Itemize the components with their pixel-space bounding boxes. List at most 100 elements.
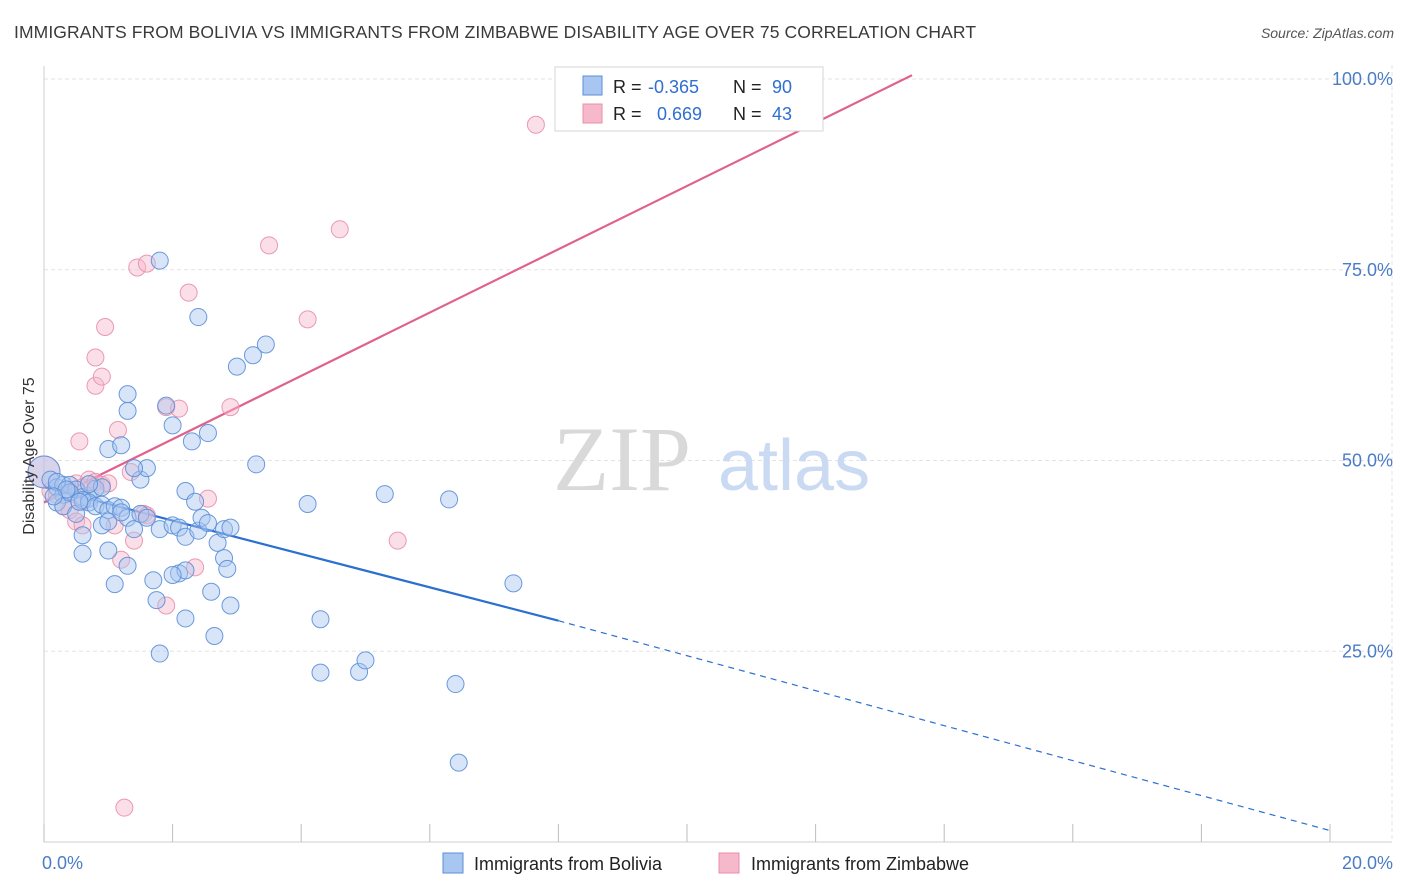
point-bolivia — [99, 512, 118, 531]
data-points — [27, 70, 780, 817]
point-bolivia — [350, 662, 369, 681]
point-bolivia — [243, 346, 262, 365]
axes — [43, 66, 1392, 843]
point-zimbabwe — [526, 115, 545, 134]
point-zimbabwe — [186, 558, 205, 577]
x-tick-label: 0.0% — [42, 853, 83, 873]
point-bolivia — [198, 424, 217, 443]
point-bolivia — [311, 610, 330, 629]
point-bolivia — [99, 541, 118, 560]
point-zimbabwe — [86, 348, 105, 367]
y-axis-label: Disability Age Over 75 — [21, 377, 38, 535]
point-bolivia — [298, 494, 317, 513]
y-tick-label: 75.0% — [1342, 260, 1393, 280]
point-zimbabwe — [73, 516, 92, 535]
series-legend-swatch-bolivia — [442, 852, 464, 874]
point-bolivia — [247, 455, 266, 474]
point-bolivia — [125, 459, 144, 478]
point-bolivia — [446, 675, 465, 694]
point-bolivia — [137, 459, 156, 478]
stats-legend: R = -0.365 N = 90 R = 0.669 N = 43 — [554, 66, 824, 132]
point-bolivia — [205, 626, 224, 645]
point-zimbabwe — [92, 367, 111, 386]
point-bolivia — [73, 526, 92, 545]
legend-n-label-bolivia: N = — [733, 77, 762, 97]
point-bolivia — [202, 582, 221, 601]
point-zimbabwe — [330, 220, 349, 239]
point-bolivia — [163, 565, 182, 584]
legend-swatch-zimbabwe — [582, 103, 603, 124]
watermark: ZIP atlas — [553, 408, 870, 510]
point-bolivia — [70, 492, 89, 511]
point-bolivia — [227, 357, 246, 376]
y-tick-label: 50.0% — [1342, 451, 1393, 471]
point-bolivia — [80, 475, 99, 494]
legend-r-label-zimbabwe: R = — [613, 104, 642, 124]
point-bolivia — [118, 401, 137, 420]
point-bolivia — [47, 472, 66, 491]
point-zimbabwe — [260, 236, 279, 255]
chart-title: IMMIGRANTS FROM BOLIVIA VS IMMIGRANTS FR… — [14, 22, 977, 42]
point-bolivia — [118, 385, 137, 404]
series-legend: Immigrants from Bolivia Immigrants from … — [442, 852, 969, 874]
point-zimbabwe — [86, 376, 105, 395]
point-bolivia — [131, 470, 150, 489]
x-tick-label: 20.0% — [1342, 853, 1393, 873]
point-zimbabwe — [128, 258, 147, 277]
point-bolivia — [137, 508, 156, 527]
point-bolivia — [144, 571, 163, 590]
point-bolivia — [311, 663, 330, 682]
series-legend-swatch-zimbabwe — [718, 852, 740, 874]
point-zimbabwe — [221, 398, 240, 417]
point-bolivia — [125, 520, 144, 539]
legend-r-value-bolivia: -0.365 — [648, 77, 699, 97]
point-bolivia — [221, 596, 240, 615]
series-legend-label-zimbabwe: Immigrants from Zimbabwe — [751, 854, 969, 874]
point-bolivia — [449, 753, 468, 772]
point-bolivia — [256, 335, 275, 354]
point-bolivia — [182, 432, 201, 451]
point-zimbabwe — [96, 317, 115, 336]
y-tick-label: 25.0% — [1342, 641, 1393, 661]
point-bolivia — [105, 575, 124, 594]
point-zimbabwe — [388, 531, 407, 550]
legend-n-value-bolivia: 90 — [772, 77, 792, 97]
point-bolivia — [170, 518, 189, 537]
grid-lines — [44, 65, 1393, 842]
point-zimbabwe — [298, 310, 317, 329]
point-bolivia — [118, 556, 137, 575]
point-zimbabwe — [115, 798, 134, 817]
point-zimbabwe — [157, 596, 176, 615]
source-credit: Source: ZipAtlas.com — [1260, 25, 1394, 41]
point-bolivia — [112, 498, 131, 517]
watermark-atlas: atlas — [718, 426, 870, 506]
y-tick-label: 100.0% — [1332, 69, 1393, 89]
point-bolivia — [215, 520, 234, 539]
point-bolivia — [157, 396, 176, 415]
legend-swatch-bolivia — [582, 75, 603, 96]
point-bolivia — [73, 544, 92, 563]
point-bolivia — [163, 416, 182, 435]
point-bolivia — [150, 251, 169, 270]
point-zimbabwe — [179, 283, 198, 302]
point-zimbabwe — [70, 432, 89, 451]
trend-line-zimbabwe — [43, 74, 913, 504]
legend-r-label-bolivia: R = — [613, 77, 642, 97]
legend-r-value-zimbabwe: 0.669 — [657, 104, 702, 124]
point-zimbabwe — [108, 420, 127, 439]
point-bolivia — [189, 308, 208, 327]
point-bolivia — [504, 574, 523, 593]
legend-n-value-zimbabwe: 43 — [772, 104, 792, 124]
series-legend-label-bolivia: Immigrants from Bolivia — [474, 854, 663, 874]
point-bolivia — [440, 490, 459, 509]
point-bolivia — [198, 514, 217, 533]
point-bolivia — [112, 503, 131, 522]
point-bolivia — [186, 492, 205, 511]
trend-line-bolivia-extension — [558, 620, 1331, 832]
point-bolivia — [44, 487, 63, 506]
legend-n-label-zimbabwe: N = — [733, 104, 762, 124]
point-bolivia — [221, 518, 240, 537]
point-bolivia — [176, 609, 195, 628]
point-bolivia — [215, 549, 234, 568]
